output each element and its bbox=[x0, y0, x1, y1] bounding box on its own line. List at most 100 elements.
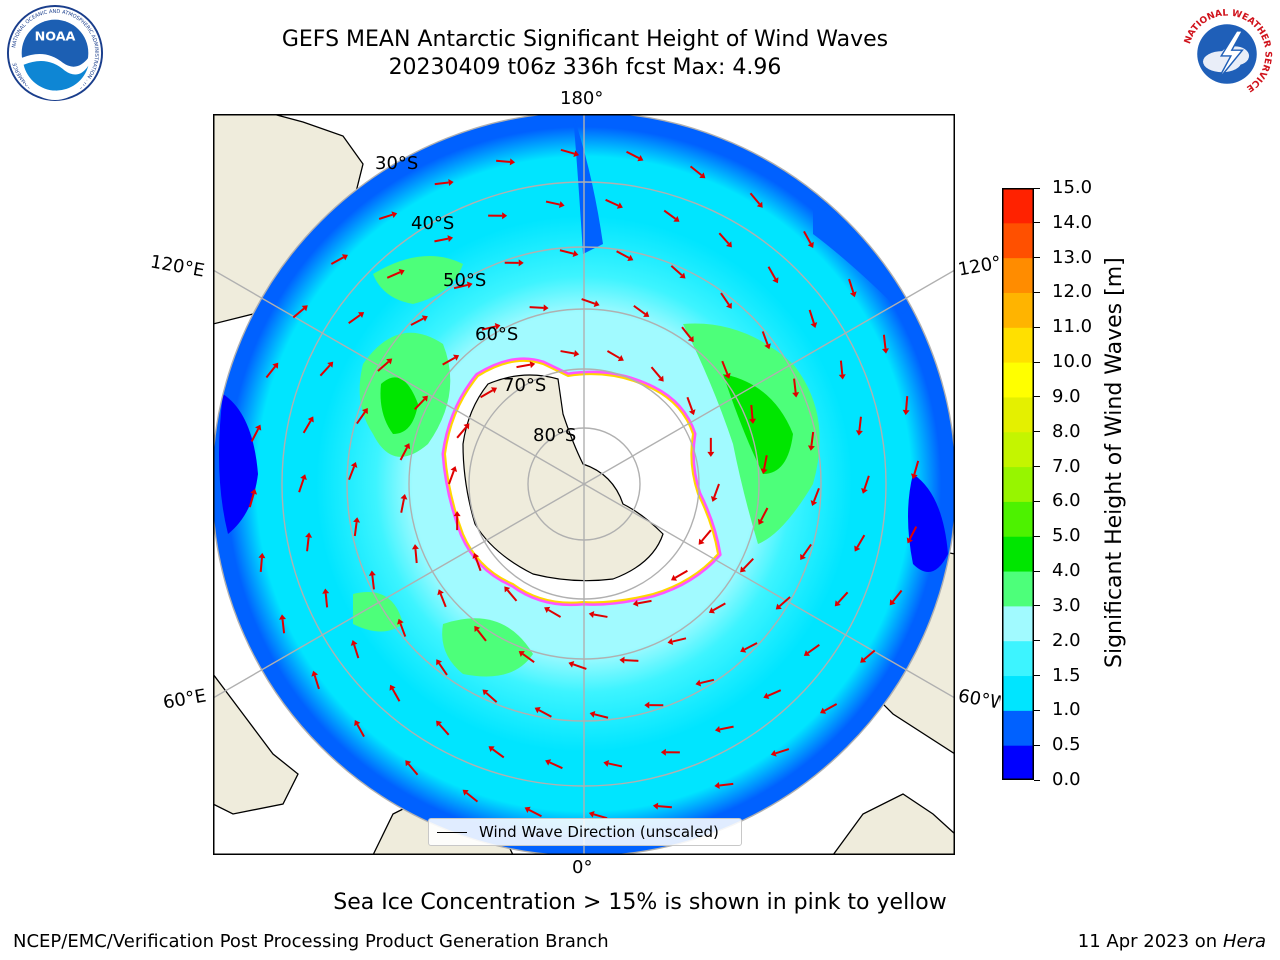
colorbar-tick-mark bbox=[1034, 500, 1040, 502]
wave-direction-arrow bbox=[518, 651, 535, 663]
colorbar-tick-mark bbox=[1034, 640, 1040, 642]
wave-direction-arrow bbox=[767, 266, 779, 284]
colorbar-tick-label: 1.0 bbox=[1052, 699, 1081, 721]
wave-direction-arrow bbox=[757, 507, 769, 525]
wave-direction-arrow bbox=[411, 544, 419, 564]
wave-direction-arrow bbox=[378, 211, 398, 220]
colorbar-tick-mark bbox=[1034, 779, 1040, 781]
wave-direction-arrow bbox=[603, 760, 623, 768]
wave-direction-arrow bbox=[718, 232, 732, 248]
footer-date: 11 Apr 2023 on Hera bbox=[1078, 931, 1266, 952]
wave-direction-arrow bbox=[504, 259, 524, 267]
lon-label-120e: 120°E bbox=[148, 251, 207, 282]
wave-direction-arrow bbox=[305, 532, 313, 552]
wave-direction-arrow bbox=[721, 360, 731, 379]
wave-direction-arrow bbox=[708, 602, 726, 614]
chart-title-line2: 20230409 t06z 336h fcst Max: 4.96 bbox=[388, 55, 782, 80]
wave-direction-arrow bbox=[663, 209, 680, 222]
wave-direction-arrow bbox=[714, 782, 734, 789]
colorbar-tick-mark bbox=[1034, 187, 1040, 189]
wave-direction-arrow bbox=[559, 249, 579, 258]
colorbar-band bbox=[1002, 501, 1034, 537]
noaa-logo: NATIONAL OCEANIC AND ATMOSPHERIC ADMINIS… bbox=[6, 4, 104, 102]
colorbar-tick-label: 4.0 bbox=[1052, 560, 1081, 582]
sea-ice-caption: Sea Ice Concentration > 15% is shown in … bbox=[333, 890, 947, 915]
wave-direction-arrow bbox=[860, 649, 876, 663]
wave-direction-arrow bbox=[560, 350, 580, 357]
wave-direction-arrow bbox=[855, 416, 863, 436]
wave-direction-arrow bbox=[740, 642, 758, 653]
colorbar-tick-label: 1.5 bbox=[1052, 664, 1081, 686]
colorbar-tick-mark bbox=[1034, 257, 1040, 259]
wave-direction-arrow bbox=[882, 334, 889, 354]
wave-direction-arrow bbox=[348, 312, 365, 325]
colorbar-tick-mark bbox=[1034, 222, 1040, 224]
wave-direction-arrow bbox=[619, 656, 639, 664]
wave-direction-arrow bbox=[524, 806, 542, 818]
wave-direction-arrow bbox=[248, 488, 258, 508]
wave-direction-arrow bbox=[775, 596, 791, 610]
colorbar-tick-mark bbox=[1034, 466, 1040, 468]
wave-direction-arrow bbox=[488, 746, 505, 759]
wave-direction-arrow bbox=[436, 659, 448, 676]
wave-direction-arrow bbox=[516, 361, 536, 369]
colorbar-band bbox=[1002, 571, 1034, 607]
wave-direction-arrow bbox=[910, 460, 920, 480]
colorbar-tick-label: 0.0 bbox=[1052, 769, 1081, 790]
wave-direction-arrow bbox=[462, 789, 479, 803]
wave-direction-arrow bbox=[616, 250, 634, 261]
wave-direction-arrow bbox=[292, 305, 308, 319]
wave-direction-arrow bbox=[626, 150, 644, 162]
wave-direction-arrow bbox=[670, 569, 688, 581]
wave-direction-arrow bbox=[667, 637, 687, 645]
wave-direction-arrow bbox=[810, 487, 820, 507]
wave-direction-arrow bbox=[588, 611, 608, 618]
wave-direction-arrow bbox=[803, 643, 820, 656]
wave-direction-arrow bbox=[889, 589, 903, 606]
colorbar-tick-label: 5.0 bbox=[1052, 525, 1081, 547]
wave-direction-arrow bbox=[480, 387, 498, 399]
colorbar-band bbox=[1002, 292, 1034, 328]
wave-direction-arrow bbox=[265, 362, 279, 379]
wave-direction-arrow bbox=[348, 461, 358, 481]
wave-direction-arrow bbox=[749, 192, 763, 208]
wave-direction-arrow bbox=[410, 315, 428, 326]
wave-direction-arrow bbox=[749, 404, 757, 424]
wave-direction-arrow bbox=[488, 212, 508, 220]
lat-label-50s: 50°S bbox=[443, 270, 486, 291]
wave-direction-arrow bbox=[803, 230, 814, 248]
lon-label-0: 0° bbox=[572, 857, 593, 878]
wave-direction-arrow bbox=[356, 408, 368, 425]
colorbar-tick-label: 13.0 bbox=[1052, 246, 1093, 268]
wave-direction-arrow bbox=[434, 179, 454, 186]
colorbar-tick-mark bbox=[1034, 431, 1040, 433]
wave-direction-arrow bbox=[838, 360, 846, 380]
lat-label-30s: 30°S bbox=[375, 153, 418, 174]
wave-direction-arrow bbox=[660, 748, 680, 756]
wave-direction-arrows bbox=[248, 148, 920, 820]
wave-direction-arrow bbox=[414, 395, 428, 411]
colorbar-band bbox=[1002, 675, 1034, 711]
antarctica bbox=[441, 357, 722, 607]
wave-direction-arrow bbox=[650, 366, 664, 382]
colorbar-band bbox=[1002, 396, 1034, 433]
wave-direction-arrow bbox=[405, 760, 419, 776]
colorbar-band bbox=[1002, 188, 1034, 224]
wave-direction-arrow bbox=[581, 298, 600, 307]
colorbar-band bbox=[1002, 327, 1034, 363]
wave-direction-arrow bbox=[534, 707, 552, 718]
wave-direction-arrow bbox=[354, 720, 365, 738]
colorbar-tick-label: 14.0 bbox=[1052, 211, 1093, 233]
wave-direction-arrow bbox=[319, 361, 334, 377]
colorbar-tick-mark bbox=[1034, 535, 1040, 537]
lat-label-40s: 40°S bbox=[411, 213, 454, 234]
wave-direction-arrow bbox=[545, 759, 563, 770]
wave-direction-arrow bbox=[453, 281, 473, 290]
wave-direction-arrow bbox=[322, 588, 330, 608]
wave-direction-arrow bbox=[605, 198, 623, 209]
wave-direction-arrow bbox=[714, 725, 734, 733]
lon-label-60e: 60°E bbox=[161, 685, 208, 714]
wave-direction-arrow bbox=[808, 309, 818, 329]
colorbar-tick-label: 2.0 bbox=[1052, 629, 1081, 651]
colorbar-tick-label: 0.5 bbox=[1052, 734, 1081, 756]
